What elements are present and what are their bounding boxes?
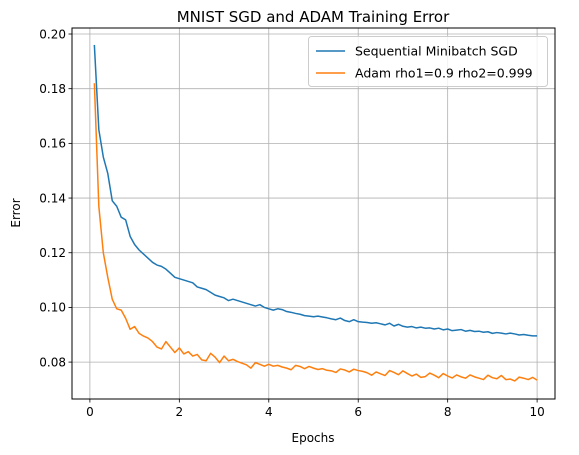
x-tick-label: 10 (529, 405, 544, 419)
x-tick-label: 6 (354, 405, 362, 419)
y-tick-label: 0.10 (39, 301, 66, 315)
legend-label-sgd: Sequential Minibatch SGD (355, 44, 518, 59)
axis-ticks: 0 2 4 6 8 10 0.08 0.10 0.12 0.14 0.16 0.18 0.20 (39, 27, 544, 419)
legend-box (308, 36, 548, 87)
y-tick-label: 0.16 (39, 137, 66, 151)
x-tick-label: 0 (86, 405, 94, 419)
sgd-series-line (93, 44, 538, 337)
y-tick-label: 0.14 (39, 191, 66, 205)
x-tick-label: 4 (265, 405, 273, 419)
grid (72, 28, 555, 399)
y-axis-label: Error (9, 198, 23, 227)
y-tick-label: 0.12 (39, 246, 66, 260)
chart-title: MNIST SGD and ADAM Training Error (177, 8, 450, 26)
series-lines (93, 44, 538, 382)
plot-frame (71, 27, 556, 400)
y-tick-label: 0.20 (39, 27, 66, 41)
x-axis-label: Epochs (292, 431, 335, 445)
adam-series-line (93, 83, 538, 382)
x-tick-label: 2 (176, 405, 184, 419)
y-tick-label: 0.08 (39, 355, 66, 369)
legend-label-adam: Adam rho1=0.9 rho2=0.999 (355, 66, 533, 81)
legend: Sequential Minibatch SGD Adam rho1=0.9 r… (308, 36, 548, 87)
y-tick-label: 0.18 (39, 82, 66, 96)
x-tick-label: 8 (444, 405, 452, 419)
